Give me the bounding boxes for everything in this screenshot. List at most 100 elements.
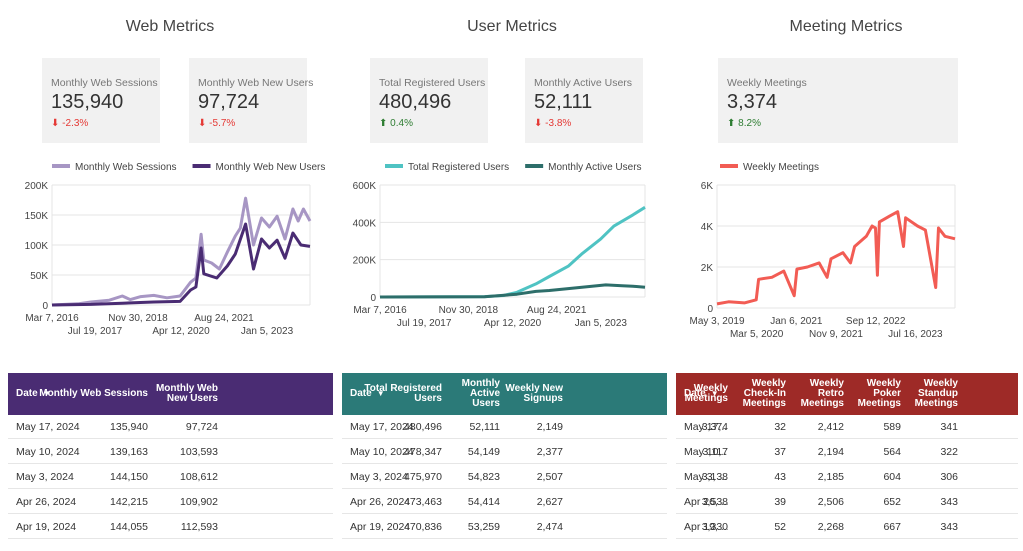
- y-tick-label: 50K: [30, 271, 48, 282]
- table-cell: 652: [883, 496, 901, 508]
- series-line[interactable]: [379, 283, 646, 299]
- table-cell: 39: [774, 496, 786, 508]
- column-header[interactable]: Weekly Retro Meetings: [800, 378, 844, 409]
- table-cell: 135,940: [110, 421, 148, 433]
- column-header[interactable]: Monthly Active Users: [461, 378, 500, 409]
- y-tick-label: 600K: [353, 181, 377, 192]
- kpi-card: Monthly Web Sessions 135,940 ⬇ -2.3%: [42, 58, 160, 143]
- table-row[interactable]: May 17, 2024 135,940 97,724: [8, 415, 333, 439]
- y-tick-label: 6K: [701, 181, 714, 192]
- legend-label[interactable]: Monthly Web Sessions: [75, 162, 177, 173]
- arrow-up-icon: ⬆: [727, 118, 736, 129]
- column-header[interactable]: Weekly Poker Meetings: [857, 378, 901, 409]
- table-cell: 343: [940, 521, 958, 533]
- table-cell: 139,163: [110, 446, 148, 458]
- table-cell: May 3, ...: [684, 471, 728, 483]
- table-cell: 52,111: [469, 421, 500, 433]
- kpi-card: Monthly Active Users 52,111 ⬇ -3.8%: [525, 58, 643, 143]
- table-row[interactable]: Apr 19, 2024 144,055 112,593: [8, 515, 333, 539]
- sort-desc-icon[interactable]: ▼: [710, 389, 719, 398]
- x-tick-label: Nov 30, 2018: [108, 313, 168, 324]
- kpi-delta-value: 0.4%: [390, 118, 413, 129]
- table-cell: May 3, 2024: [16, 471, 74, 483]
- table-row[interactable]: May 10,... 3,117 37 2,194 564 322: [676, 440, 1018, 464]
- table-row[interactable]: Apr 19, ... 3,330 52 2,268 667 343: [676, 515, 1018, 539]
- table-cell: Apr 26, 2024: [350, 496, 411, 508]
- user-metrics-chart[interactable]: Total Registered Users Monthly Active Use…: [345, 155, 655, 340]
- column-header[interactable]: Total Registered Users: [364, 383, 442, 404]
- table-row[interactable]: Apr 19, 2024 470,836 53,259 2,474: [342, 515, 667, 539]
- column-header[interactable]: Weekly New Signups: [505, 383, 563, 404]
- table-row[interactable]: May 10, 2024 139,163 103,593: [8, 440, 333, 464]
- legend-label[interactable]: Total Registered Users: [408, 162, 509, 173]
- table-cell: 2,627: [536, 496, 563, 508]
- table-cell: Apr 26, ...: [684, 496, 728, 508]
- legend-label[interactable]: Monthly Web New Users: [216, 162, 326, 173]
- table-cell: 478,347: [404, 446, 442, 458]
- table-cell: 2,506: [817, 496, 844, 508]
- table-row[interactable]: Apr 26, 2024 473,463 54,414 2,627: [342, 490, 667, 514]
- series-line[interactable]: [51, 222, 311, 307]
- chart-svg: Total Registered Users Monthly Active Use…: [353, 162, 646, 329]
- column-header[interactable]: Date ▼: [676, 373, 728, 415]
- kpi-card: Total Registered Users 480,496 ⬆ 0.4%: [370, 58, 488, 143]
- table-header: Date ▼ Monthly Web Sessions Monthly Web New…: [8, 373, 333, 415]
- table-cell: 112,593: [180, 521, 218, 533]
- web-metrics-chart[interactable]: Monthly Web Sessions Monthly Web New User…: [10, 155, 326, 340]
- series-line[interactable]: [51, 196, 312, 307]
- x-tick-label: Jul 19, 2017: [397, 318, 452, 329]
- table-cell: 3,117: [702, 446, 729, 458]
- table-cell: May 3, 2024: [350, 471, 408, 483]
- table-row[interactable]: Apr 26, 2024 142,215 109,902: [8, 490, 333, 514]
- chart-svg: Monthly Web Sessions Monthly Web New User…: [25, 162, 326, 337]
- section-title-user: User Metrics: [467, 18, 557, 35]
- table-cell: 3,138: [701, 471, 728, 483]
- column-header[interactable]: Monthly Web New Users: [155, 383, 218, 404]
- kpi-card: Monthly Web New Users 97,724 ⬇ -5.7%: [189, 58, 313, 143]
- sort-desc-icon[interactable]: ▼: [376, 389, 385, 398]
- x-tick-label: Mar 7, 2016: [353, 305, 407, 316]
- table-row[interactable]: May 17, 2024 480,496 52,111 2,149: [342, 415, 667, 439]
- x-tick-label: Apr 12, 2020: [484, 318, 542, 329]
- y-tick-label: 200K: [353, 256, 377, 267]
- table-row[interactable]: May 3, ... 3,138 43 2,185 604 306: [676, 465, 1018, 489]
- legend-label[interactable]: Weekly Meetings: [743, 162, 819, 173]
- table-cell: 604: [883, 471, 901, 483]
- column-header[interactable]: Date ▼: [342, 373, 442, 415]
- table-row[interactable]: May 10, 2024 478,347 54,149 2,377: [342, 440, 667, 464]
- x-tick-label: Jul 19, 2017: [68, 326, 123, 337]
- column-header[interactable]: Date ▼: [8, 373, 148, 415]
- column-header-label: Date: [350, 388, 372, 399]
- user-metrics-table: Date ▼ Total Registered Users Monthly Activ…: [342, 373, 667, 543]
- table-row[interactable]: May 17,... 3,374 32 2,412 589 341: [676, 415, 1018, 439]
- table-row[interactable]: May 3, 2024 144,150 108,612: [8, 465, 333, 489]
- table-row[interactable]: Apr 26, ... 3,538 39 2,506 652 343: [676, 490, 1018, 514]
- table-cell: 564: [883, 446, 901, 458]
- x-tick-label: Aug 24, 2021: [194, 313, 254, 324]
- kpi-delta-value: 8.2%: [738, 118, 761, 129]
- meeting-metrics-chart[interactable]: Weekly Meetings 0 2K 4K 6K May 3, 2019 Jan 6, …: [689, 155, 970, 340]
- legend-label[interactable]: Monthly Active Users: [548, 162, 641, 173]
- column-header[interactable]: Weekly Meetings: [684, 383, 728, 404]
- section-title-meeting: Meeting Metrics: [789, 18, 903, 35]
- column-header[interactable]: Monthly Web Sessions: [39, 388, 148, 399]
- meeting-metrics-table: Date ▼ Weekly Meetings Weekly Check-In Meet…: [676, 373, 1018, 543]
- column-header[interactable]: Weekly Standup Meetings: [914, 378, 958, 409]
- sort-desc-icon[interactable]: ▼: [42, 389, 51, 398]
- x-tick-label: Apr 12, 2020: [152, 326, 210, 337]
- table-cell: Apr 19, ...: [684, 521, 728, 533]
- table-cell: 144,150: [110, 471, 148, 483]
- table-cell: 54,414: [467, 496, 500, 508]
- table-cell: 589: [883, 421, 901, 433]
- table-cell: 2,268: [817, 521, 844, 533]
- kpi-delta: ⬇ -3.8%: [534, 118, 635, 129]
- column-header[interactable]: Weekly Check-In Meetings: [742, 378, 786, 409]
- y-tick-label: 0: [370, 293, 376, 304]
- y-tick-label: 400K: [353, 218, 377, 229]
- x-tick-label: Nov 9, 2021: [809, 329, 863, 340]
- series-line[interactable]: [716, 210, 956, 306]
- kpi-delta-value: -5.7%: [209, 118, 236, 129]
- table-cell: 2,474: [536, 521, 563, 533]
- kpi-value: 480,496: [379, 91, 452, 113]
- table-row[interactable]: May 3, 2024 475,970 54,823 2,507: [342, 465, 667, 489]
